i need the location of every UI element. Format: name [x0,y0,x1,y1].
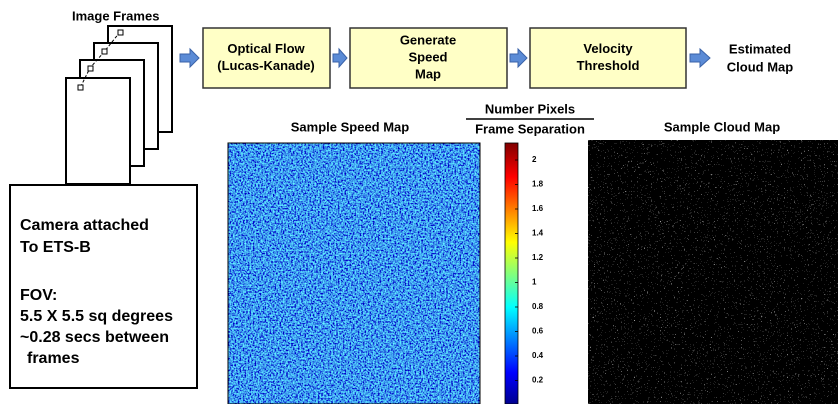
info-line: ~0.28 secs between [20,329,169,346]
colorbar-tick-label: 1 [532,278,537,287]
colorbar-tick-label: 1.4 [532,229,544,238]
cloud-map [588,140,838,404]
info-line: To ETS-B [20,239,91,256]
step-box [529,27,687,89]
info-box [9,184,198,389]
speed-map-frame [227,142,481,404]
colorbar-title: Number Pixels [485,101,575,116]
speed-map [228,143,480,404]
info-line: Camera attached [20,217,149,234]
colorbar-tick-label: 0.4 [532,351,544,360]
step-label: (Lucas-Kanade) [217,58,315,73]
colorbar-tick-label: 0.2 [532,376,544,385]
frame-stack [65,25,173,185]
step-label: Optical Flow [227,41,305,56]
step-label: Map [415,66,441,81]
step-label: Speed [408,49,447,64]
output-label: Cloud Map [727,59,793,74]
info-line: frames [27,350,80,367]
colorbar [504,142,519,404]
step-box [202,27,331,89]
colorbar-title: Frame Separation [475,121,585,136]
frames-label: Image Frames [72,8,159,23]
step-label: Velocity [583,41,633,56]
colorbar-tick-label: 0.6 [532,327,544,336]
colorbar-tick-label: 2 [532,155,537,164]
step-label: Generate [400,32,456,47]
panel-title: Sample Cloud Map [664,119,780,134]
arrows [179,47,711,69]
colorbar-tick-label: 1.8 [532,180,544,189]
output-label: Estimated [729,41,791,56]
colorbar-tick-label: 0.8 [532,302,544,311]
info-line: 5.5 X 5.5 sq degrees [20,308,173,325]
panel-title: Sample Speed Map [291,119,410,134]
step-label: Threshold [577,58,640,73]
colorbar-tick-label: 1.6 [532,204,544,213]
step-box [349,27,508,89]
info-line: FOV: [20,287,57,304]
colorbar-tick-label: 1.2 [532,253,544,262]
